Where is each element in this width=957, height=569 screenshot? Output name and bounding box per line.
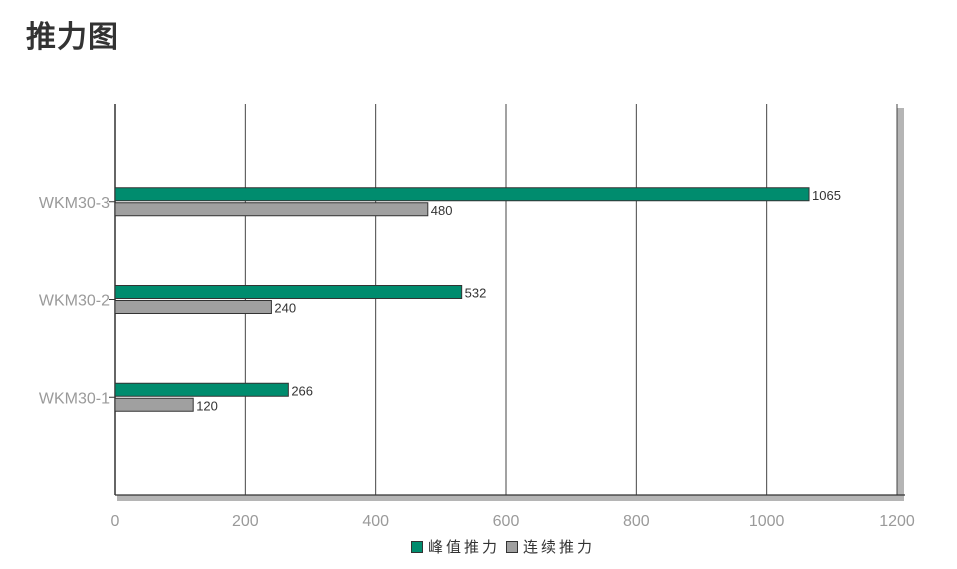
x-tick-label: 0 bbox=[111, 513, 120, 530]
x-tick-label: 200 bbox=[232, 513, 259, 530]
x-tick-label: 800 bbox=[623, 513, 650, 530]
legend-label-peak: 峰值推力 bbox=[428, 538, 501, 556]
x-tick-label: 1000 bbox=[749, 513, 785, 530]
x-tick-label: 600 bbox=[493, 513, 520, 530]
data-label: 240 bbox=[274, 301, 296, 316]
category-label: WKM30-1 bbox=[39, 390, 110, 407]
bar-peak-thrust bbox=[114, 187, 810, 202]
data-label: 120 bbox=[196, 398, 218, 413]
legend-swatch-continuous bbox=[506, 540, 519, 553]
category-label: WKM30-2 bbox=[39, 293, 110, 310]
bar-continuous-thrust bbox=[114, 300, 272, 314]
category-label: WKM30-3 bbox=[39, 195, 110, 212]
plot-shadow-bottom bbox=[117, 495, 904, 501]
bar-peak-thrust bbox=[114, 382, 289, 397]
legend-item-peak: 峰值推力 bbox=[411, 536, 500, 557]
legend-item-continuous: 连续推力 bbox=[506, 536, 595, 557]
bar-peak-thrust bbox=[114, 285, 463, 299]
data-label: 532 bbox=[465, 286, 487, 301]
plot-shadow-right bbox=[897, 108, 904, 501]
legend-swatch-peak bbox=[411, 540, 423, 553]
chart-legend: 峰值推力 连续推力 bbox=[411, 536, 601, 557]
x-tick-label: 1200 bbox=[879, 513, 915, 530]
legend-label-continuous: 连续推力 bbox=[523, 538, 596, 556]
data-label: 1065 bbox=[812, 188, 841, 203]
bar-continuous-thrust bbox=[114, 202, 429, 217]
data-label: 480 bbox=[431, 203, 453, 218]
x-tick-label: 400 bbox=[362, 513, 389, 530]
bar-continuous-thrust bbox=[114, 397, 194, 412]
page-title: 推力图 bbox=[26, 20, 119, 55]
data-label: 266 bbox=[291, 383, 313, 398]
